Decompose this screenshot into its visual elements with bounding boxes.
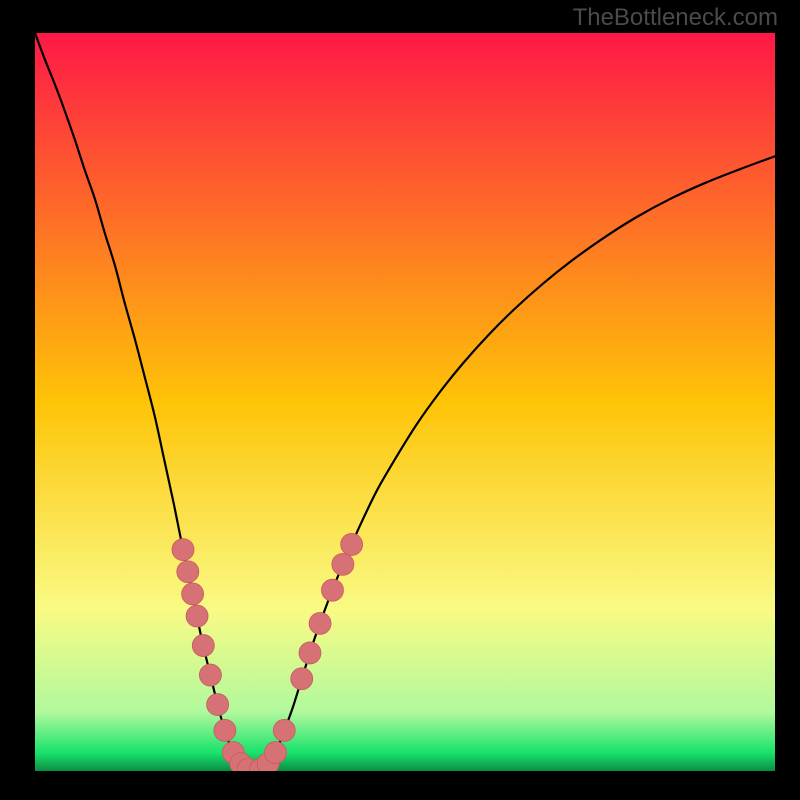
bottleneck-curve-chart xyxy=(0,0,800,800)
data-marker xyxy=(321,579,343,601)
data-marker xyxy=(177,561,199,583)
data-marker xyxy=(192,635,214,657)
data-marker xyxy=(172,539,194,561)
watermark-text: TheBottleneck.com xyxy=(573,4,778,32)
data-marker xyxy=(273,719,295,741)
data-marker xyxy=(341,533,363,555)
chart-stage: TheBottleneck.com xyxy=(0,0,800,800)
data-marker xyxy=(207,694,229,716)
plot-background xyxy=(35,33,775,771)
data-marker xyxy=(265,742,287,764)
data-marker xyxy=(332,553,354,575)
data-marker xyxy=(199,664,221,686)
data-marker xyxy=(299,642,321,664)
data-marker xyxy=(186,605,208,627)
data-marker xyxy=(182,583,204,605)
data-marker xyxy=(214,719,236,741)
data-marker xyxy=(309,612,331,634)
data-marker xyxy=(291,668,313,690)
